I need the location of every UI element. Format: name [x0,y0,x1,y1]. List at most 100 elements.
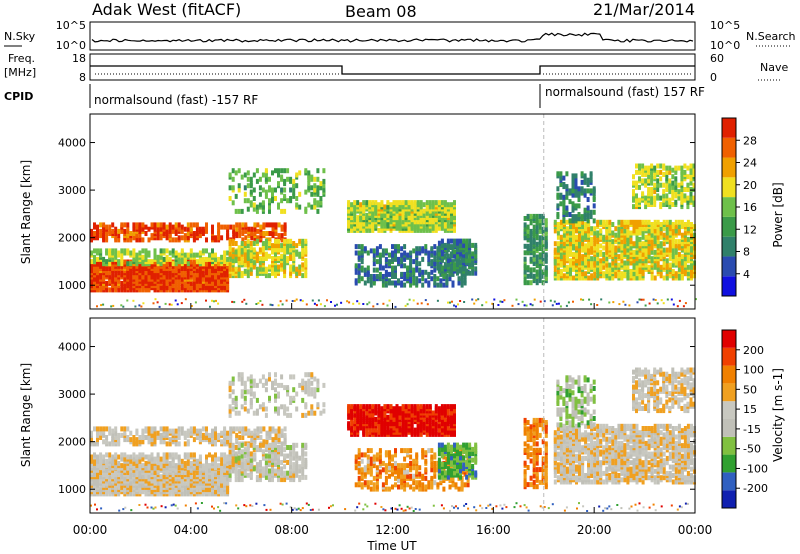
echo-cell [132,226,136,232]
echo-cell [174,452,178,458]
echo-cell [386,200,390,206]
echo-cell [144,256,148,262]
echo-cell [638,230,642,236]
echo-cell [277,233,281,239]
echo-cell [141,432,145,438]
echo-cell [553,219,557,225]
echo-cell [623,243,627,249]
echo-cell [523,278,527,284]
echo-cell [265,231,269,236]
echo-cell [304,168,308,174]
echo-cell [584,222,588,227]
echo-cell [174,441,178,447]
echo-cell [493,298,496,301]
echo-cell [150,465,154,471]
echo-cell [220,235,224,241]
echo-cell [249,245,253,251]
echo-cell [638,269,642,274]
echo-cell [578,251,581,257]
echo-cell [111,428,115,434]
echo-cell [523,263,527,269]
echo-cell [195,268,199,274]
echo-cell [674,224,678,230]
echo-cell [117,287,121,293]
echo-cell [357,278,361,284]
echo-cell [252,202,256,208]
echo-cell [150,484,154,490]
velocity-heatmap [90,318,696,513]
echo-cell [120,463,124,469]
echo-cell [268,176,271,182]
echo-cell [641,247,645,253]
echo-cell [412,267,416,273]
echo-cell [565,171,569,177]
echo-cell [150,222,154,228]
echo-cell [304,247,308,253]
echo-cell [153,226,157,232]
echo-cell [208,252,211,258]
echo-cell [135,441,139,447]
echo-cell [232,250,236,256]
echo-cell [141,456,145,462]
echo-cell [237,168,241,174]
echo-cell [189,426,193,432]
echo-cell [418,278,422,284]
echo-cell [363,280,367,286]
echo-cell [295,249,299,255]
echo-cell [226,454,230,460]
echo-cell [249,200,253,206]
nave-tick-bottom: 0 [710,71,717,84]
echo-cell [644,199,648,205]
echo-cell [180,491,184,497]
echo-cell [211,268,214,274]
echo-cell [653,249,657,255]
echo-cell [132,467,136,473]
echo-cell [666,298,669,301]
echo-cell [99,285,103,291]
echo-cell [474,266,478,272]
echo-cell [446,238,450,244]
echo-cell [150,452,154,458]
echo-cell [623,219,627,225]
echo-cell [638,197,641,203]
echo-cell [150,441,154,447]
freq-unit-label: [MHz] [4,66,36,79]
echo-cell [292,241,296,246]
echo-cell [153,222,157,228]
echo-cell [180,248,184,254]
echo-cell [641,167,645,173]
echo-cell [256,228,260,234]
echo-cell [268,208,271,214]
echo-cell [653,165,657,171]
echo-cell [135,463,139,469]
echo-cell [96,480,99,486]
echo-cell [246,249,250,255]
echo-cell [171,237,175,243]
echo-cell [301,238,305,244]
echo-cell [659,202,663,207]
echo-cell [268,237,272,243]
echo-cell [436,299,439,302]
echo-cell [599,228,603,234]
echo-cell [255,168,259,174]
echo-cell [304,189,308,195]
echo-cell [180,285,184,291]
echo-cell [220,460,224,466]
echo-cell [174,237,178,243]
echo-cell [404,212,408,218]
echo-cell [220,266,224,271]
echo-cell [189,222,193,228]
echo-cell [474,242,478,248]
echo-cell [638,184,641,190]
echo-cell [623,260,627,266]
echo-cell [192,474,196,480]
echo-cell [277,172,280,178]
echo-cell [280,233,284,239]
echo-cell [357,244,361,250]
echo-cell [680,254,684,260]
echo-cell [434,200,438,206]
echo-cell [102,222,106,228]
echo-cell [553,300,556,303]
echo-cell [565,304,568,307]
echo-cell [565,205,569,211]
